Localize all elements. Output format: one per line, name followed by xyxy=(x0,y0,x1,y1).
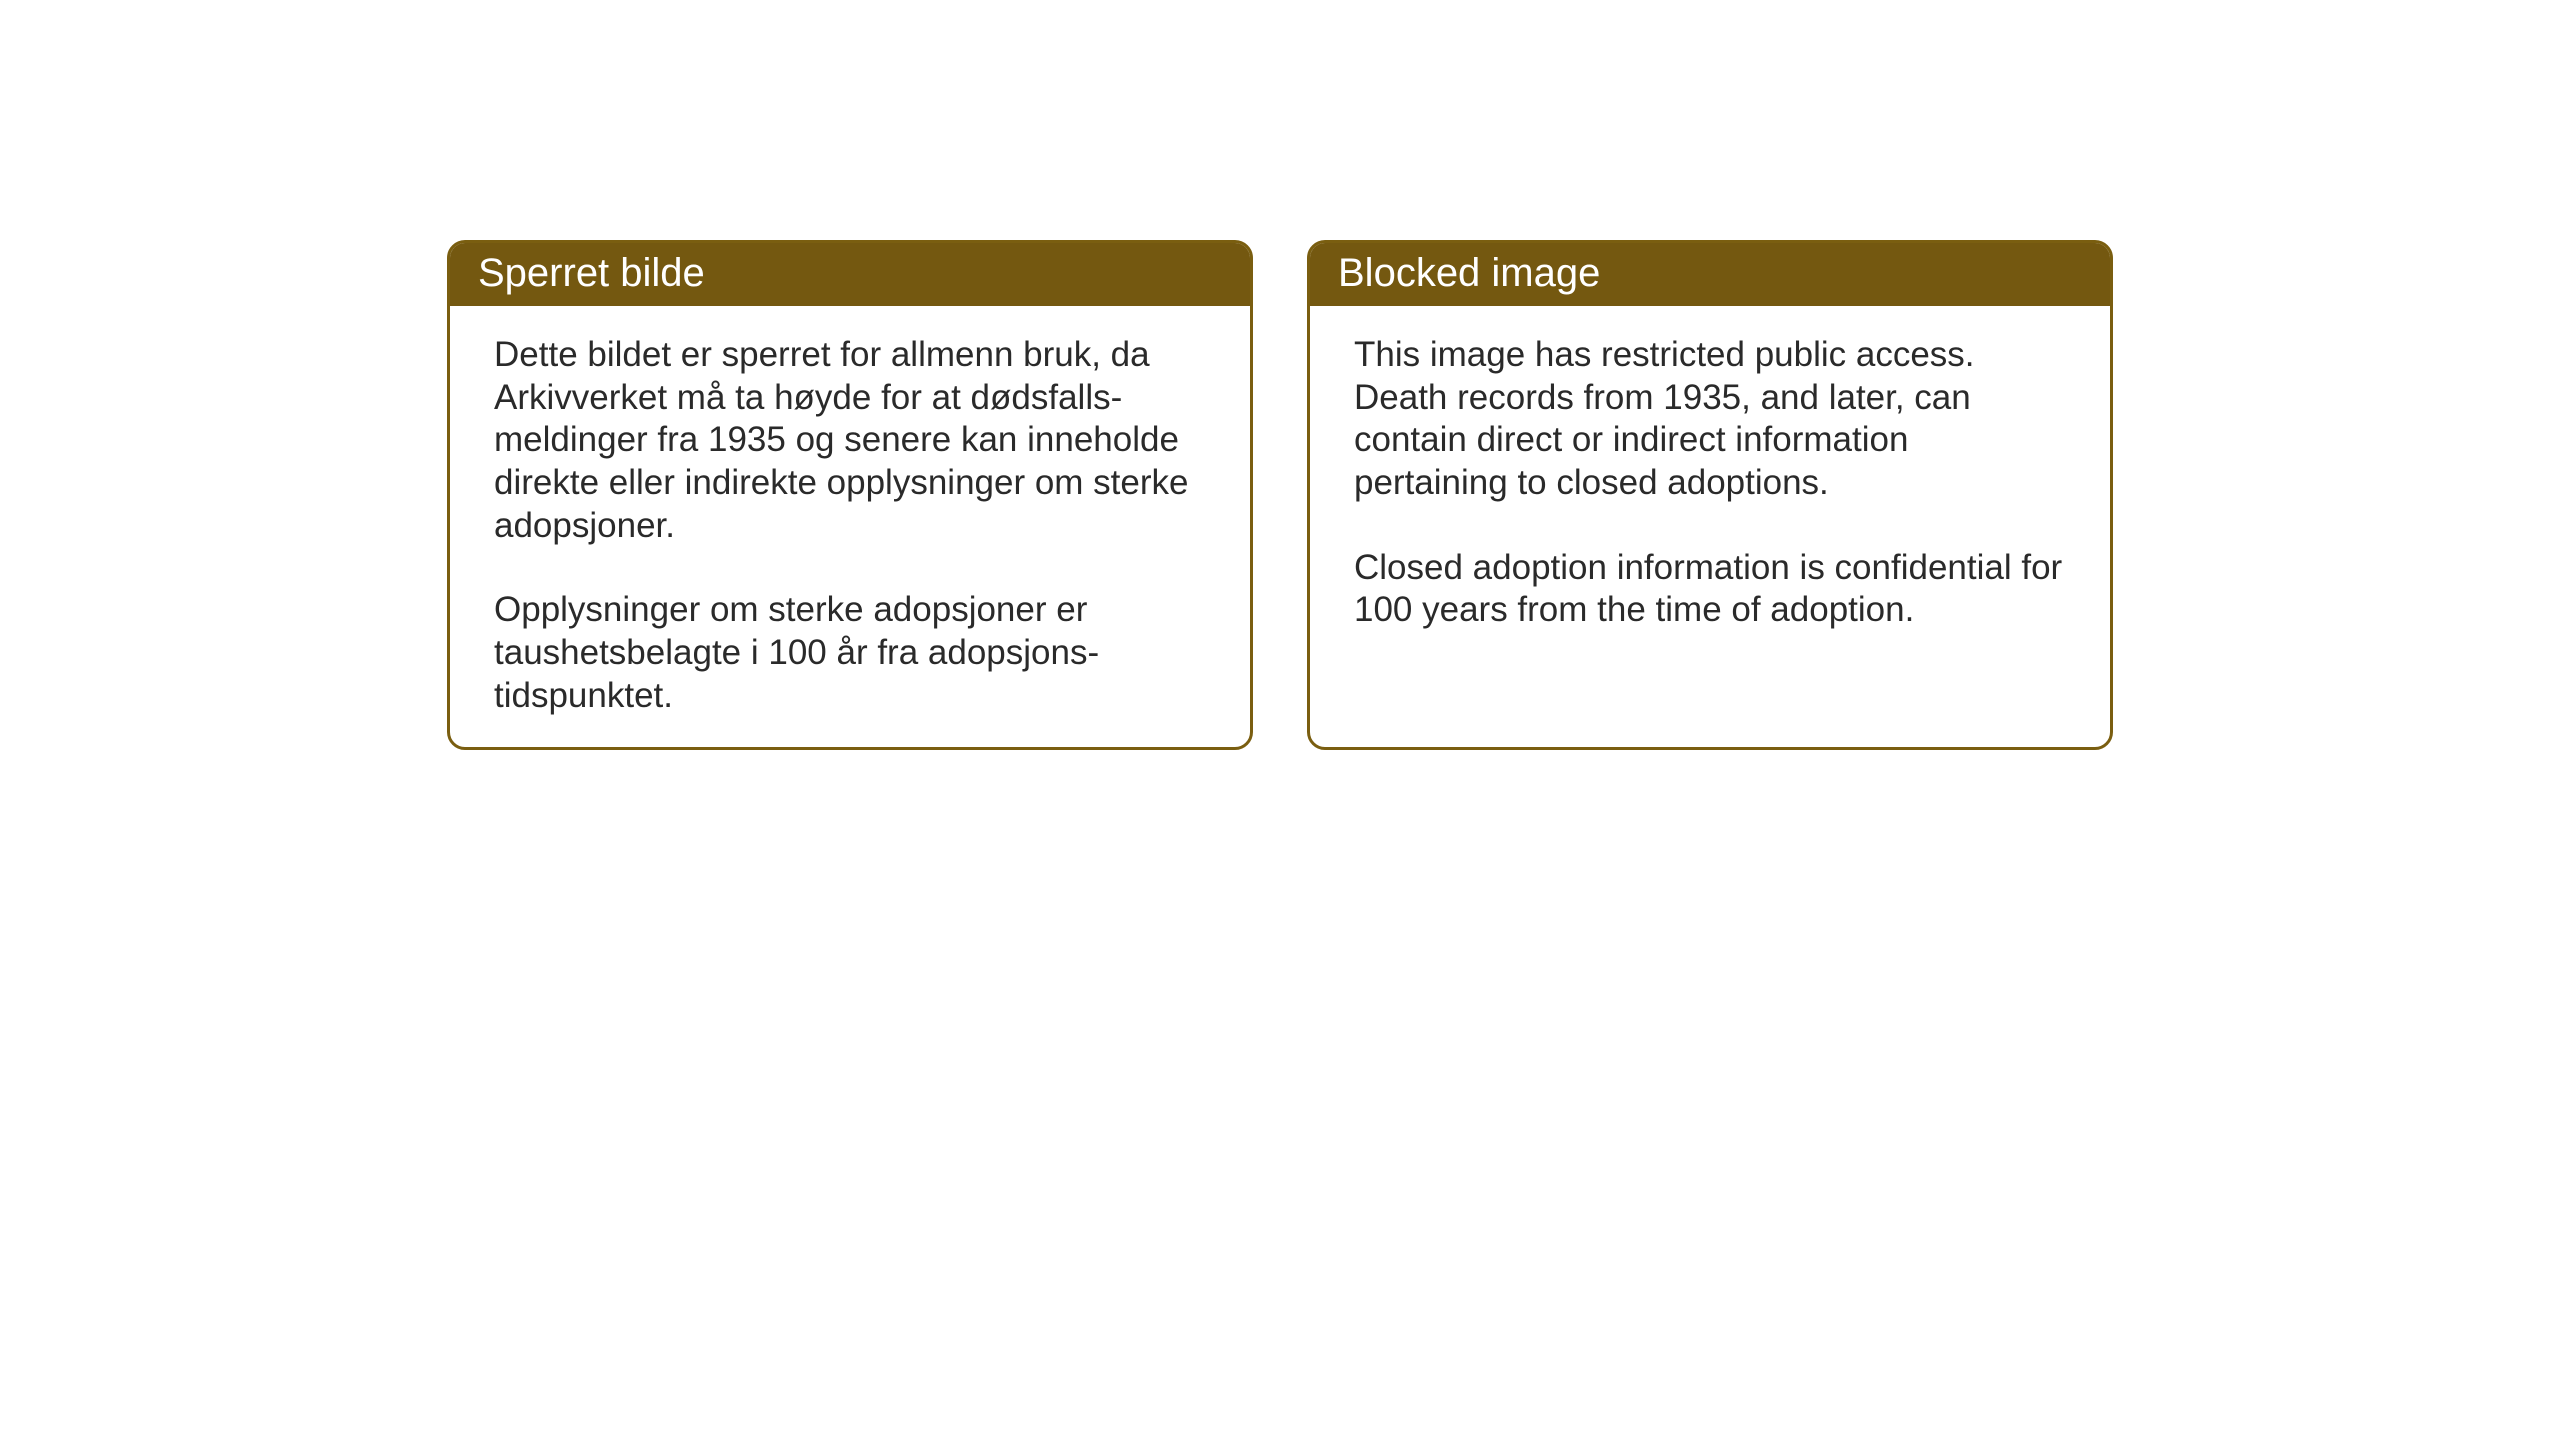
card-paragraph-2-english: Closed adoption information is confident… xyxy=(1354,547,2066,632)
card-body-norwegian: Dette bildet er sperret for allmenn bruk… xyxy=(450,306,1250,750)
card-body-english: This image has restricted public access.… xyxy=(1310,306,2110,672)
card-header-english: Blocked image xyxy=(1310,243,2110,306)
notice-card-norwegian: Sperret bilde Dette bildet er sperret fo… xyxy=(447,240,1253,750)
card-paragraph-1-norwegian: Dette bildet er sperret for allmenn bruk… xyxy=(494,334,1206,547)
card-paragraph-2-norwegian: Opplysninger om sterke adopsjoner er tau… xyxy=(494,589,1206,717)
card-title-english: Blocked image xyxy=(1338,251,1600,295)
card-paragraph-1-english: This image has restricted public access.… xyxy=(1354,334,2066,505)
notice-card-english: Blocked image This image has restricted … xyxy=(1307,240,2113,750)
notice-container: Sperret bilde Dette bildet er sperret fo… xyxy=(447,240,2113,750)
card-header-norwegian: Sperret bilde xyxy=(450,243,1250,306)
card-title-norwegian: Sperret bilde xyxy=(478,251,705,295)
